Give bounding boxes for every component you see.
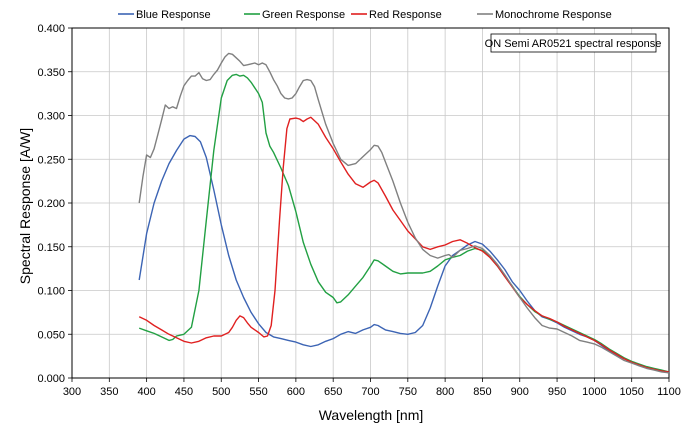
legend-item-monochrome-response: Monochrome Response [477, 9, 612, 21]
y-tick-label: 0.100 [37, 286, 65, 298]
x-tick-label: 1000 [582, 386, 606, 398]
x-tick-label: 350 [100, 386, 118, 398]
legend-label: Red Response [369, 9, 442, 21]
series-line-monochrome-response [138, 52, 670, 374]
annotation-frame [490, 33, 657, 53]
x-tick-label: 450 [175, 386, 193, 398]
annotation-box: ON Semi AR0521 spectral response [485, 33, 662, 53]
y-tick-label: 0.300 [37, 111, 65, 123]
x-tick-label: 700 [361, 386, 379, 398]
series-line-blue-response [138, 134, 670, 374]
x-tick-label: 550 [249, 386, 267, 398]
y-tick-label: 0.250 [37, 154, 65, 166]
x-tick-label: 400 [137, 386, 155, 398]
legend-item-green-response: Green Response [244, 9, 345, 21]
y-axis-ticks: 0.000 0.050 0.100 0.150 0.200 0.250 0.300 0.350… [37, 23, 72, 385]
x-tick-label: 800 [436, 386, 454, 398]
x-axis-title: Wavelength [nm] [319, 407, 424, 423]
y-axis-title: Spectral Response [A/W] [17, 128, 33, 284]
series-line-red-response [138, 116, 670, 373]
series-layer [138, 52, 670, 374]
legend: Blue Response Green Response Red Response M… [118, 9, 612, 21]
legend-item-red-response: Red Response [351, 9, 442, 21]
y-tick-label: 0.350 [37, 67, 65, 79]
y-tick-label: 0.200 [37, 198, 65, 210]
x-tick-label: 600 [287, 386, 305, 398]
series-line-green-response [138, 73, 670, 373]
x-tick-label: 750 [399, 386, 417, 398]
x-tick-label: 950 [548, 386, 566, 398]
legend-label: Blue Response [136, 9, 211, 21]
x-tick-label: 900 [511, 386, 529, 398]
legend-label: Green Response [262, 9, 345, 21]
x-tick-label: 1050 [619, 386, 643, 398]
legend-label: Monochrome Response [495, 9, 612, 21]
y-tick-label: 0.150 [37, 242, 65, 254]
x-tick-label: 650 [324, 386, 342, 398]
y-tick-label: 0.400 [37, 23, 65, 35]
x-axis-ticks: 300 350 400 450 500 550 600 650 700 750 800 850 900 9… [63, 378, 681, 398]
x-tick-label: 1100 [657, 386, 681, 398]
x-tick-label: 850 [473, 386, 491, 398]
x-tick-label: 300 [63, 386, 81, 398]
y-tick-label: 0.050 [37, 329, 65, 341]
annotation-text: ON Semi AR0521 spectral response [485, 38, 662, 50]
y-tick-label: 0.000 [37, 373, 65, 385]
legend-item-blue-response: Blue Response [118, 9, 211, 21]
x-tick-label: 500 [212, 386, 230, 398]
